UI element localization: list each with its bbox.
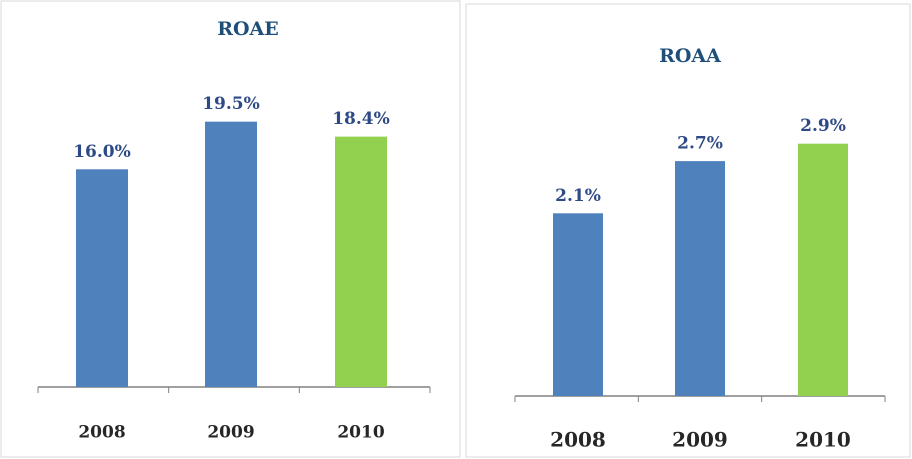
value-label: 2.1%	[555, 186, 601, 206]
chart-title: ROAA	[659, 45, 721, 67]
x-tick-label: 2010	[795, 428, 851, 452]
x-tick-label: 2008	[78, 423, 125, 443]
value-label: 18.4%	[332, 109, 390, 129]
bar	[335, 136, 387, 387]
bar	[798, 143, 848, 396]
bar	[76, 169, 128, 387]
bar	[675, 161, 725, 396]
value-label: 19.5%	[202, 94, 260, 114]
panel-border	[0, 0, 461, 458]
bar	[205, 121, 257, 388]
value-label: 2.7%	[677, 134, 723, 154]
value-label: 16.0%	[73, 142, 131, 162]
x-tick-label: 2009	[207, 423, 254, 443]
x-tick-label: 2008	[550, 428, 606, 452]
panel-border	[465, 3, 911, 458]
x-tick-label: 2010	[337, 423, 384, 443]
bar	[553, 213, 603, 396]
chart-title: ROAE	[217, 18, 279, 40]
value-label: 2.9%	[800, 116, 846, 136]
x-tick-label: 2009	[672, 428, 728, 452]
